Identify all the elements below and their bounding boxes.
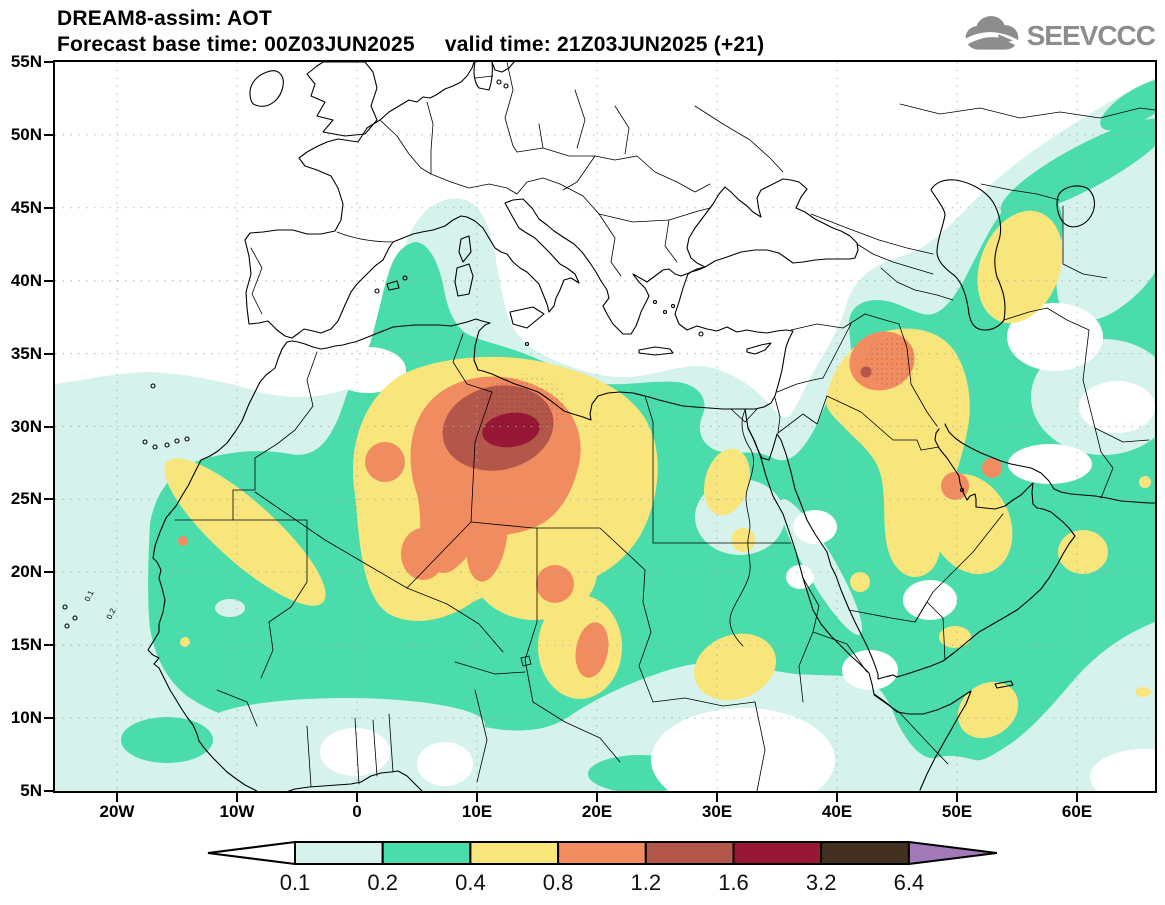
- lon-tick-label: 20W: [99, 802, 135, 821]
- lon-tick-mark: [356, 793, 358, 802]
- lon-tick-mark: [476, 793, 478, 802]
- contour-inline-labels: 0.1 0.2: [83, 588, 118, 620]
- lat-tick-mark: [44, 425, 53, 428]
- lon-tick-mark: [236, 793, 238, 802]
- aot-colorbar: 0.1 0.2 0.4 0.8 1.2 1.6 3.2 6.4: [207, 840, 998, 895]
- lon-tick-label: 30E: [701, 802, 733, 821]
- map-frame: 0.1 0.2: [53, 60, 1157, 793]
- seevccc-logo: SEEVCCC: [962, 16, 1156, 56]
- lat-tick-mark: [44, 352, 53, 355]
- lon-tick-mark: [716, 793, 718, 802]
- legend-value-label: 0.4: [455, 870, 486, 895]
- lat-tick-mark: [44, 717, 53, 720]
- lat-tick-mark: [44, 279, 53, 282]
- lat-tick-label: 25N: [10, 489, 42, 509]
- lat-tick-label: 50N: [10, 124, 42, 144]
- lat-tick-mark: [44, 498, 53, 501]
- legend-value-label: 1.2: [631, 870, 662, 895]
- legend-value-label: 0.2: [367, 870, 398, 895]
- lat-tick-label: 35N: [10, 343, 42, 363]
- lat-tick-label: 15N: [10, 635, 42, 655]
- legend-value-label: 0.1: [280, 870, 311, 895]
- page-title: DREAM8-assim: AOT: [57, 7, 272, 30]
- lat-tick-mark: [44, 790, 53, 792]
- lon-tick-label: 10E: [461, 802, 493, 821]
- lat-tick-label: 5N: [20, 781, 42, 800]
- lat-tick-label: 20N: [10, 562, 42, 582]
- coastlines: [62, 62, 1155, 791]
- lon-tick-label: 50E: [941, 802, 973, 821]
- lat-tick-mark: [44, 644, 53, 647]
- lon-tick-label: 10W: [219, 802, 255, 821]
- country-borders: [174, 62, 1155, 791]
- lon-tick-mark: [1076, 793, 1078, 802]
- title-block: DREAM8-assim: AOT Forecast base time: 00…: [57, 6, 764, 58]
- lat-tick-label: 55N: [10, 52, 42, 71]
- lon-tick-label: 60E: [1061, 802, 1093, 821]
- lat-tick-label: 40N: [10, 270, 42, 290]
- lon-tick-mark: [116, 793, 118, 802]
- lat-tick-mark: [44, 61, 53, 63]
- logo-text: SEEVCCC: [1026, 20, 1156, 51]
- lat-tick-mark: [44, 206, 53, 209]
- svg-text:0.2: 0.2: [105, 606, 118, 620]
- forecast-map: 0.1 0.2: [55, 62, 1155, 791]
- lat-tick-mark: [44, 133, 53, 136]
- legend-value-label: 1.6: [718, 870, 749, 895]
- lon-tick-label: 0: [352, 802, 362, 821]
- lat-tick-mark: [44, 571, 53, 574]
- stipple-overlay: [481, 338, 921, 434]
- lat-tick-label: 45N: [10, 197, 42, 217]
- lon-tick-mark: [836, 793, 838, 802]
- lat-tick-label: 30N: [10, 416, 42, 436]
- aot-white-gaps: [320, 303, 1155, 791]
- cloud-arrow-icon: [962, 16, 1021, 50]
- lon-tick-mark: [956, 793, 958, 802]
- lat-tick-label: 10N: [10, 708, 42, 728]
- lon-tick-label: 40E: [821, 802, 853, 821]
- lon-tick-mark: [596, 793, 598, 802]
- lon-tick-label: 20E: [581, 802, 613, 821]
- forecast-time-subtitle: Forecast base time: 00Z03JUN2025 valid t…: [57, 33, 765, 56]
- svg-text:0.1: 0.1: [83, 588, 96, 602]
- legend-value-label: 3.2: [806, 870, 837, 895]
- legend-value-label: 0.8: [543, 870, 574, 895]
- legend-value-label: 6.4: [894, 870, 925, 895]
